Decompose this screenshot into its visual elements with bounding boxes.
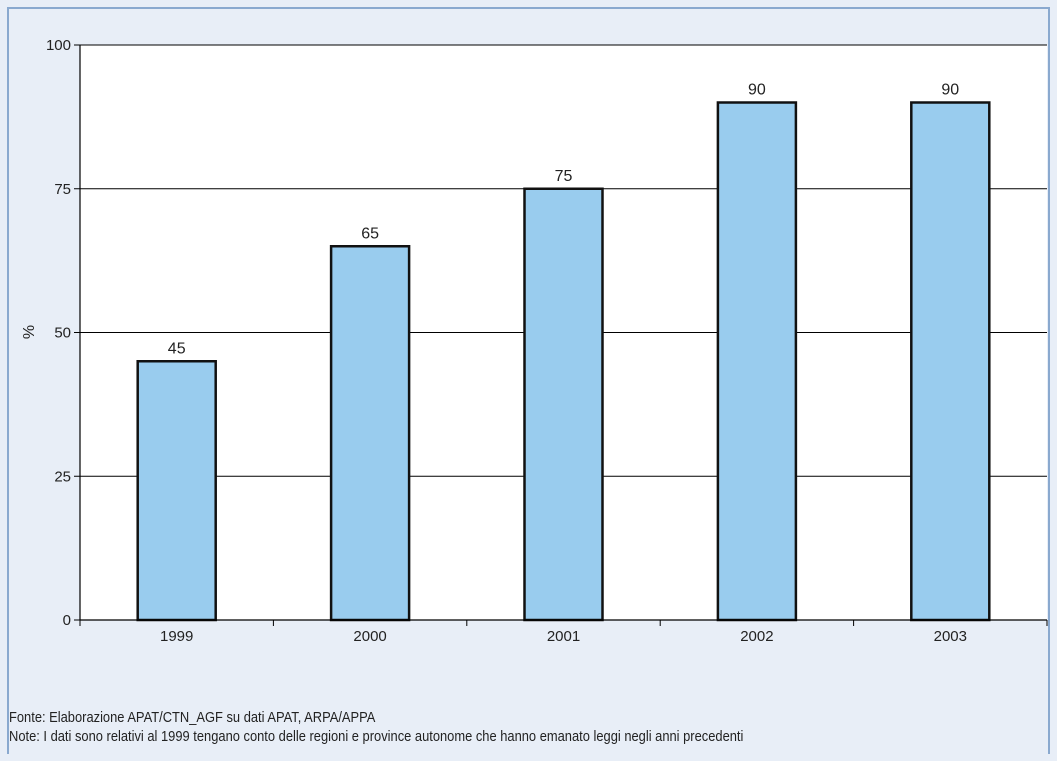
y-tick-label: 75 (54, 181, 71, 198)
x-tick-label: 2001 (547, 628, 580, 645)
x-tick-label: 2000 (353, 628, 386, 645)
y-axis-label: % (21, 325, 38, 339)
bar (138, 361, 216, 620)
x-tick-label: 2002 (740, 628, 773, 645)
source-note: Fonte: Elaborazione APAT/CTN_AGF su dati… (9, 709, 375, 726)
data-label: 45 (168, 340, 186, 357)
bar (525, 189, 603, 620)
data-label: 75 (555, 168, 573, 185)
y-tick-label: 25 (54, 468, 71, 485)
y-tick-label: 0 (63, 612, 71, 629)
bar (718, 103, 796, 621)
bar (331, 246, 409, 620)
data-label: 90 (941, 82, 959, 99)
y-tick-label: 100 (46, 37, 71, 54)
footnote: Note: I dati sono relativi al 1999 tenga… (9, 728, 743, 745)
data-label: 65 (361, 225, 379, 242)
data-label: 90 (748, 82, 766, 99)
y-tick-label: 50 (54, 325, 71, 342)
x-tick-label: 2003 (934, 628, 967, 645)
bar (911, 103, 989, 621)
x-tick-label: 1999 (160, 628, 193, 645)
